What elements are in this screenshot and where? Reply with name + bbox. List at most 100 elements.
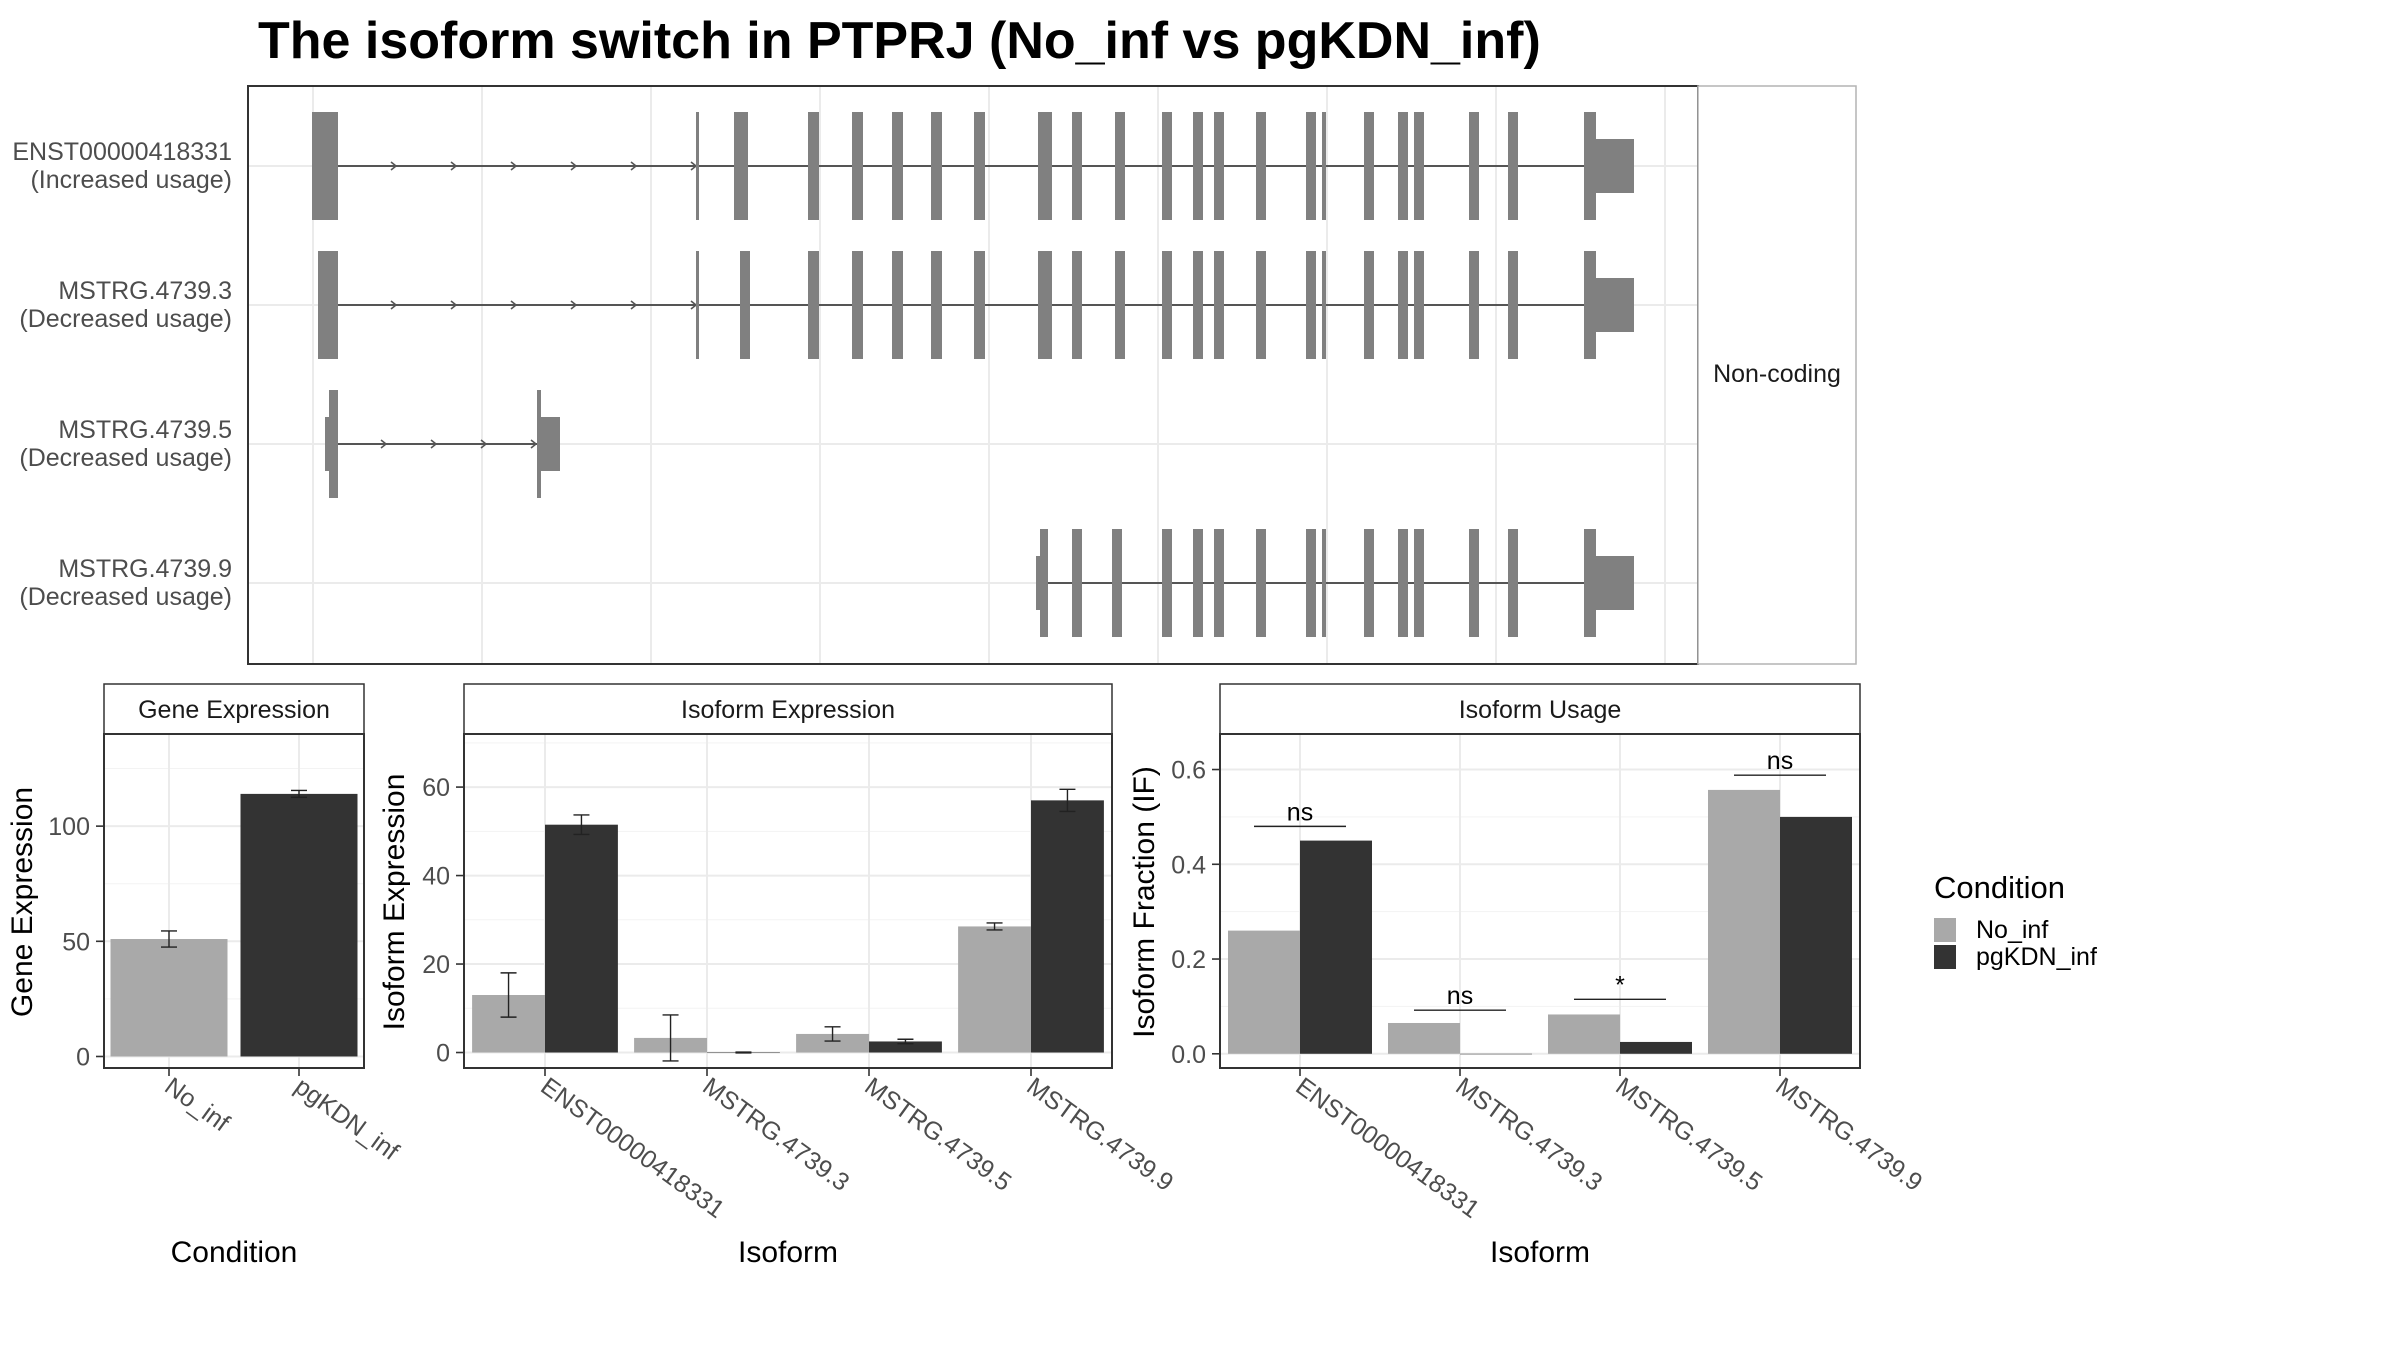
- error-bar: [824, 1026, 841, 1042]
- bar-MSTRG.4739.3-pgKDN_inf: [1460, 1053, 1532, 1055]
- exon: [1115, 112, 1125, 220]
- figure-title: The isoform switch in PTPRJ (No_inf vs p…: [258, 12, 1541, 70]
- error-bar: [291, 789, 307, 799]
- significance-label: ns: [1767, 747, 1793, 775]
- strand-arrow: [530, 439, 538, 449]
- exon: [1256, 529, 1266, 637]
- exon: [808, 112, 819, 220]
- isoform-usage-border: [1219, 733, 1861, 1069]
- y-tick-label: 40: [422, 863, 450, 891]
- exon: [1364, 251, 1374, 359]
- error-bar: [573, 814, 590, 836]
- x-tick-label: No_inf: [159, 1072, 234, 1137]
- strip-isoform-expression: [463, 683, 1113, 735]
- exon: [1112, 529, 1122, 637]
- isoform-label-usage: (Increased usage): [30, 166, 232, 194]
- error-bar: [662, 1014, 679, 1062]
- bar-ENST00000418331-pgKDN_inf: [1300, 840, 1372, 1054]
- bar-MSTRG.4739.5-pgKDN_inf: [869, 1041, 942, 1053]
- strand-arrow: [390, 161, 398, 171]
- y-tick-label: 0: [76, 1043, 90, 1071]
- utr-end: [1596, 556, 1634, 610]
- bar-pgKDN_inf: [240, 793, 358, 1057]
- exon: [1414, 529, 1424, 637]
- exon: [1162, 112, 1172, 220]
- strand-arrow: [430, 439, 438, 449]
- exon: [931, 251, 942, 359]
- exon: [852, 112, 863, 220]
- exon: [740, 251, 750, 359]
- y-tick-label: 0.4: [1171, 851, 1206, 879]
- exon: [1469, 529, 1479, 637]
- isoform-usage-ylabel: Isoform Fraction (IF): [1128, 766, 1161, 1038]
- strand-arrow: [510, 161, 518, 171]
- utr-end: [1596, 278, 1634, 332]
- exon: [931, 112, 942, 220]
- exon: [1508, 529, 1518, 637]
- strip-label-isoform-expression: Isoform Expression: [681, 696, 895, 724]
- bar-MSTRG.4739.9-pgKDN_inf: [1031, 800, 1104, 1053]
- transcript-MSTRG.4739.9: [1036, 529, 1634, 637]
- significance-label: ns: [1287, 798, 1313, 826]
- bar-MSTRG.4739.5-No_inf: [1548, 1014, 1620, 1054]
- exon: [1214, 251, 1224, 359]
- y-tick-label: 0.0: [1171, 1041, 1206, 1069]
- exon: [1193, 529, 1203, 637]
- bar-MSTRG.4739.9-No_inf: [1708, 789, 1780, 1054]
- transcript-ENST00000418331: [312, 112, 1634, 220]
- exon: [1508, 251, 1518, 359]
- x-tick-label: MSTRG.4739.9: [1770, 1072, 1927, 1197]
- strand-arrow: [630, 300, 638, 310]
- bar-MSTRG.4739.5-No_inf: [796, 1033, 869, 1053]
- strip-isoform-usage: [1219, 683, 1861, 735]
- strip-label-gene-expression: Gene Expression: [138, 696, 330, 724]
- exon: [1040, 529, 1048, 637]
- isoform-usage-xlabel: Isoform: [1490, 1236, 1590, 1269]
- error-bar: [986, 922, 1003, 931]
- isoform-expression-border: [463, 733, 1113, 1069]
- bar-MSTRG.4739.3-No_inf: [1388, 1022, 1460, 1054]
- gene-expression-ylabel: Gene Expression: [6, 787, 39, 1017]
- exon: [892, 251, 903, 359]
- exon: [537, 390, 541, 498]
- strand-arrow: [570, 161, 578, 171]
- y-tick-label: 60: [422, 774, 450, 802]
- gene-expression-bars: [110, 789, 358, 1057]
- exon: [1584, 251, 1596, 359]
- x-tick-label: MSTRG.4739.9: [1021, 1072, 1178, 1197]
- strip-label-isoform-usage: Isoform Usage: [1459, 696, 1622, 724]
- legend-title: Condition: [1934, 870, 2065, 905]
- bar-MSTRG.4739.5-pgKDN_inf: [1620, 1041, 1692, 1054]
- x-tick-label: pgKDN_inf: [289, 1072, 403, 1166]
- utr-start: [325, 417, 329, 471]
- strand-arrow: [480, 439, 488, 449]
- isoform-usage-y-ticks: 0.0 0.2 0.4 0.6: [1171, 757, 1220, 1069]
- legend-label-pgKDN_inf: pgKDN_inf: [1976, 943, 2097, 971]
- strand-arrow: [630, 161, 638, 171]
- exon: [1414, 112, 1424, 220]
- strip-label-non-coding: Non-coding: [1713, 360, 1841, 388]
- y-tick-label: 20: [422, 951, 450, 979]
- exon: [1398, 251, 1408, 359]
- isoform-expression-ylabel: Isoform Expression: [378, 774, 411, 1031]
- utr-end: [541, 417, 560, 471]
- y-tick-label: 50: [62, 928, 90, 956]
- isoform-labels: ENST00000418331(Increased usage) MSTRG.47…: [12, 138, 232, 611]
- isoform-expression-panel: Isoform Expression 0 20 40 60 ENST000004183…: [378, 683, 1178, 1269]
- exon: [1414, 251, 1424, 359]
- strand-arrow: [450, 161, 458, 171]
- significance-label: ns: [1447, 982, 1473, 1010]
- exon: [1398, 112, 1408, 220]
- isoform-expression-xlabel: Isoform: [738, 1236, 838, 1269]
- isoform-label-name: MSTRG.4739.5: [58, 416, 232, 444]
- isoform-label-usage: (Decreased usage): [19, 583, 232, 611]
- isoform-label-name: ENST00000418331: [12, 138, 232, 166]
- exon: [974, 112, 985, 220]
- utr-end: [1596, 139, 1634, 193]
- exon: [1469, 112, 1479, 220]
- exon: [1306, 251, 1316, 359]
- x-tick-label: MSTRG.4739.5: [859, 1072, 1016, 1197]
